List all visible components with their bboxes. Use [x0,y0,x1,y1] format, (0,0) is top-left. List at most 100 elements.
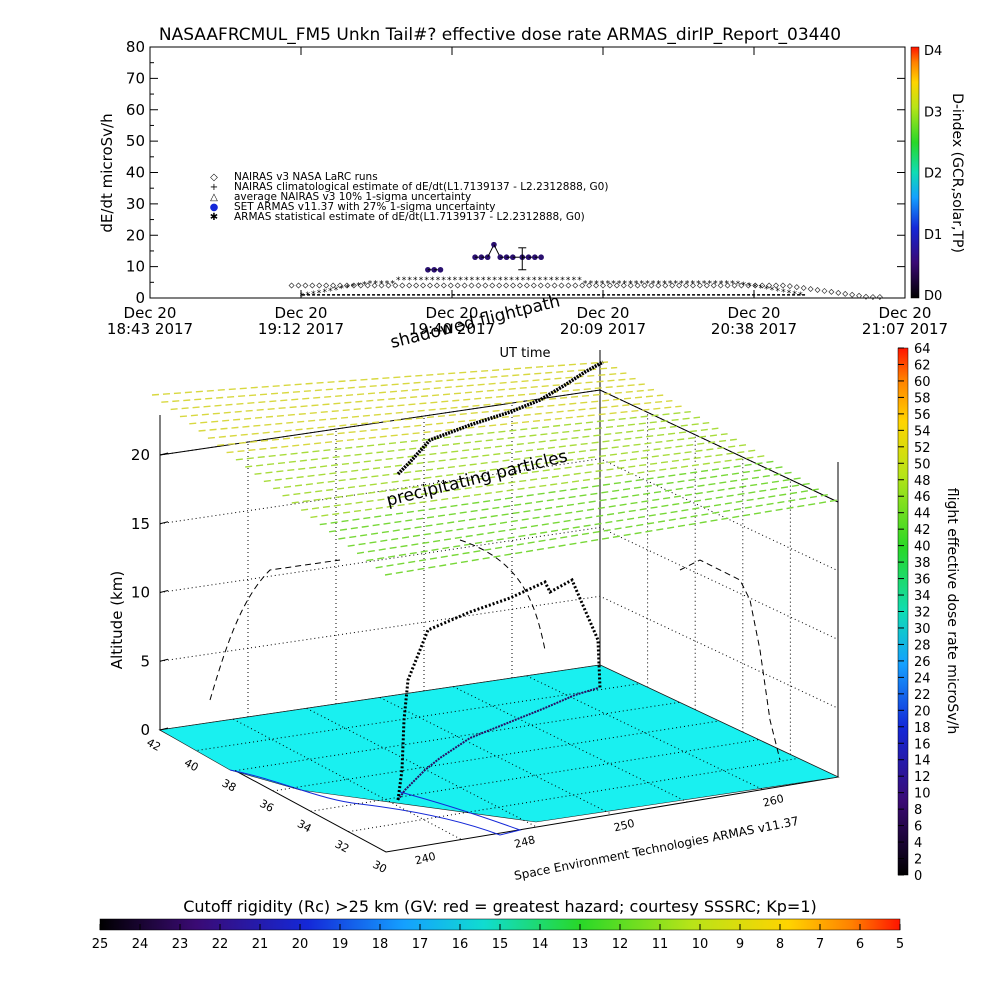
altitude-grid-line [159,458,839,572]
nairas-run-point [496,282,503,289]
nairas-run-point [634,282,641,289]
dose-tick-label: 12 [914,770,931,785]
rigidity-tick-label: 8 [776,937,784,952]
longitude-tick-label: 250 [612,817,636,835]
nairas-run-point [558,282,565,289]
armas-statistical-point: * [730,279,735,289]
armas-statistical-point: * [741,281,746,291]
armas-statistical-point: * [402,276,407,286]
latitude-tick-label: 38 [220,777,238,795]
latitude-tick-label: 32 [333,838,351,856]
nairas-run-point [717,282,724,289]
armas-statistical-point: * [379,279,384,289]
armas-statistical-point: * [719,279,724,289]
armas-statistical-point: * [453,276,458,286]
d-index-axis-label: D-index (GCR,solar,TP) [949,93,965,253]
nairas-run-point [849,291,856,298]
altitude-tick-mark [159,658,169,662]
legend-entry: ARMAS statistical estimate of dE/dt(L1.7… [234,211,585,223]
longitude-ticks: 240 248 250 260 [414,792,786,867]
x-tick-time: 20:38 2017 [711,320,797,338]
nairas-run-point [475,282,482,289]
nairas-run-point [302,282,309,289]
dose-tick-label: 8 [914,803,922,818]
nairas-run-point [523,282,530,289]
x-tick-time: 18:43 2017 [107,320,193,338]
armas-statistical-point: * [668,279,673,289]
armas-statistical-point: * [362,281,367,291]
armas-statistical-point: * [470,276,475,286]
nairas-run-point [316,282,323,289]
y-tick-label: 40 [126,164,145,182]
nairas-run-point [510,282,517,289]
dose-tick-label: 56 [914,408,931,423]
altitude-grid-line [159,526,839,640]
dose-tick-label: 52 [914,441,931,456]
armas-statistical-point: * [662,279,667,289]
y-tick-label: 30 [126,195,145,213]
legend: ◇ NAIRAS v3 NASA LaRC runs + NAIRAS climato… [210,171,609,223]
nairas-run-point [835,289,842,296]
altitude-tick-mark [159,590,169,593]
armas-statistical-point: * [447,276,452,286]
altitude-tick-mark [159,521,169,525]
armas-statistical-point: * [396,276,401,286]
rigidity-tick-label: 24 [132,937,149,952]
y-tick-label: 50 [126,132,145,150]
armas-statistical-point: * [407,276,412,286]
legend-symbol: ◇ [210,172,218,183]
nairas-run-point [454,282,461,289]
dose-tick-label: 28 [914,638,931,653]
x-tick-time: 21:07 2017 [862,320,948,338]
wall-shadow-track [209,539,546,701]
rigidity-tick-label: 7 [816,937,824,952]
nairas-run-point [696,282,703,289]
nairas-run-point [399,282,406,289]
rigidity-tick-label: 25 [92,937,109,952]
altitude-tick-label: 5 [140,652,150,670]
legend-entry: NAIRAS v3 NASA LaRC runs [234,171,378,183]
armas-statistical-point: * [775,287,780,297]
armas-statistical-point: * [413,276,418,286]
ground-grid-line [379,697,613,815]
latitude-tick-label: 42 [144,736,162,754]
dose-tick-label: 54 [914,424,931,439]
armas-statistical-point: * [475,276,480,286]
armas-statistical-point: * [583,279,588,289]
dose-tick-label: 2 [914,853,922,868]
nairas-run-point [371,282,378,289]
armas-statistical-point: * [674,279,679,289]
particle-row [366,488,820,562]
dose-rate-ticks: 0246810121416182022242628303234363840424… [898,342,931,884]
nairas-run-point [530,282,537,289]
dose-tick-label: 50 [914,457,931,472]
latitude-tick-label: 30 [370,858,388,876]
y-axis-label: dE/dt microSv/h [98,113,116,232]
nairas-run-point [703,282,710,289]
armas-statistical-point: * [515,276,520,286]
nairas-run-point [551,282,558,289]
armas-statistical-point: * [594,279,599,289]
nairas-run-point [662,282,669,289]
nairas-run-point [537,282,544,289]
rigidity-tick-label: 11 [652,937,669,952]
dose-tick-label: 40 [914,540,931,555]
flight-tracks [209,360,781,801]
armas-statistical-point: * [572,276,577,286]
nairas-run-point [842,290,849,297]
x-tick-time: 19:12 2017 [258,320,344,338]
nairas-run-point [676,282,683,289]
armas-statistical-point: * [509,276,514,286]
armas-statistical-point: * [753,283,758,293]
dose-tick-label: 22 [914,688,931,703]
nairas-run-point [433,282,440,289]
longitude-tick-label: 248 [513,833,537,851]
d-index-tick-label: D2 [924,167,942,182]
dose-tick-label: 58 [914,391,931,406]
armas-statistical-point: * [589,279,594,289]
rigidity-tick-label: 6 [856,937,864,952]
nairas-run-point [759,282,766,289]
rigidity-tick-label: 15 [492,937,509,952]
dose-tick-label: 26 [914,655,931,670]
